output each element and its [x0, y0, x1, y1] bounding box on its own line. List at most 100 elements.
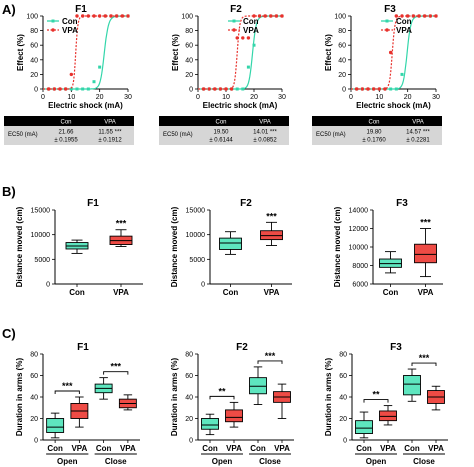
- x-tick-label: 10: [67, 94, 75, 101]
- chart-c1: F1 0 20 40 60 80 Duration in arms (%) Con VPA Con…: [15, 342, 140, 466]
- data-point-vpa: [405, 14, 410, 18]
- table-error: ± 0.1955: [54, 138, 78, 144]
- panel-label-a: A): [2, 2, 16, 17]
- y-tick-label: 60: [185, 373, 193, 380]
- y-tick-label: 12000: [349, 226, 369, 233]
- box-vpa: [379, 405, 397, 426]
- y-tick-label: 40: [339, 395, 347, 402]
- significance-marker: ***: [420, 218, 431, 228]
- legend-label: Con: [396, 17, 412, 26]
- fit-curve-vpa: [43, 15, 128, 90]
- data-point-con: [400, 72, 404, 76]
- data-point-vpa: [274, 14, 279, 18]
- box-vpa: [414, 228, 437, 278]
- data-point-vpa: [411, 14, 416, 18]
- data-point-con: [81, 87, 85, 91]
- category-label: VPA: [71, 444, 87, 453]
- y-tick-label: 15000: [31, 208, 51, 215]
- table-value: 11.55 ***: [98, 130, 122, 136]
- fit-curve-vpa: [351, 15, 436, 90]
- data-point-con: [389, 87, 393, 91]
- significance-bracket: [103, 371, 129, 375]
- y-axis-label: Distance moved (cm): [15, 206, 24, 287]
- y-axis-label: Distance moved (cm): [170, 206, 179, 287]
- table-error: ± 0.2281: [406, 138, 430, 144]
- legend-marker: [232, 28, 236, 32]
- y-tick-label: 10000: [349, 245, 369, 252]
- y-axis-label: Duration in arms (%): [324, 358, 333, 437]
- legend-label: VPA: [243, 26, 259, 35]
- y-tick-label: 80: [185, 352, 193, 359]
- data-point-vpa: [75, 14, 79, 18]
- chart-c3: F3 0 20 40 60 80 Duration in arms (%) Con VPA Con…: [324, 342, 448, 466]
- data-point-vpa: [371, 87, 376, 91]
- y-tick-label: 20: [339, 416, 347, 423]
- box-vpa: [225, 401, 243, 428]
- y-tick-label: 0: [342, 87, 346, 94]
- y-tick-label: 20: [185, 416, 193, 423]
- table-row-label: EC50 (mA): [163, 132, 193, 138]
- significance-marker: **: [218, 386, 226, 396]
- y-tick-label: 80: [30, 28, 38, 35]
- box-iqr: [225, 409, 243, 423]
- data-point-vpa: [383, 87, 387, 91]
- box-con: [379, 251, 402, 274]
- legend-marker: [385, 19, 389, 23]
- y-tick-label: 0: [34, 87, 38, 94]
- y-tick-label: 40: [30, 57, 38, 64]
- legend-marker: [51, 19, 55, 23]
- data-point-vpa: [360, 87, 365, 91]
- data-point-con: [241, 87, 245, 91]
- y-tick-label: 10000: [31, 232, 51, 239]
- panel-label-b: B): [2, 184, 16, 199]
- chart-title: F1: [77, 342, 89, 353]
- legend-label: Con: [243, 17, 259, 26]
- y-tick-label: 60: [30, 373, 38, 380]
- box-con: [94, 377, 113, 400]
- box-iqr: [403, 375, 421, 396]
- box-con: [201, 413, 219, 436]
- table-body-bg: [4, 126, 134, 145]
- legend-marker: [385, 28, 389, 32]
- y-tick-label: 0: [343, 438, 347, 445]
- table-value: 21.66: [58, 130, 74, 136]
- table-error: ± 0.6144: [209, 138, 233, 144]
- y-tick-label: 40: [185, 395, 193, 402]
- chart-b3: F3 6000 8000 10000 12000 14000 Distance moved …: [333, 198, 443, 297]
- significance-bracket: [411, 362, 437, 367]
- significance-marker: ***: [419, 353, 430, 363]
- y-tick-label: 6000: [352, 282, 368, 289]
- y-tick-label: 60: [338, 43, 346, 50]
- y-tick-label: 14000: [349, 208, 369, 215]
- x-tick-label: 10: [222, 94, 230, 101]
- category-label: Con: [47, 444, 63, 453]
- ec50-table: Con VPA EC50 (mA) 19.80 ± 0.1760 14.57 *** ± 0…: [312, 116, 442, 145]
- y-tick-label: 100: [26, 14, 38, 21]
- data-point-vpa: [103, 14, 108, 18]
- data-point-vpa: [269, 14, 273, 18]
- category-label: Con: [223, 288, 239, 297]
- y-tick-label: 20: [30, 416, 38, 423]
- chart-c2: F2 0 20 40 60 80 Duration in arms (%) Con VPA Con…: [170, 342, 294, 466]
- box-vpa: [427, 385, 445, 411]
- box-vpa: [260, 221, 283, 246]
- table-header-bg: [4, 116, 134, 126]
- panel-label-c: C): [2, 326, 16, 341]
- y-axis-label: Duration in arms (%): [15, 358, 24, 437]
- y-tick-label: 60: [185, 43, 193, 50]
- y-axis-label: Duration in arms (%): [170, 358, 179, 437]
- data-point-vpa: [58, 87, 62, 91]
- y-axis-label: Effect (%): [324, 34, 333, 71]
- significance-marker: ***: [265, 351, 276, 361]
- y-axis-label: Effect (%): [16, 34, 25, 71]
- data-point-vpa: [63, 87, 68, 91]
- chart-title: F2: [230, 4, 242, 15]
- data-point-vpa: [80, 14, 85, 18]
- box-iqr: [379, 410, 397, 422]
- data-point-con: [98, 65, 102, 69]
- data-point-vpa: [229, 87, 234, 91]
- category-label: VPA: [264, 288, 280, 297]
- y-tick-label: 40: [338, 57, 346, 64]
- table-header: VPA: [259, 120, 271, 126]
- category-label: Con: [250, 444, 266, 453]
